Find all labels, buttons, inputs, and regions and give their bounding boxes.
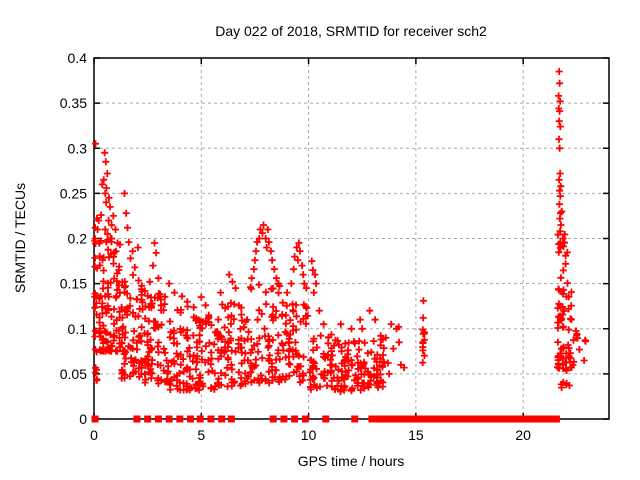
y-tick-label: 0.4 [68, 50, 88, 66]
y-tick-label: 0.2 [68, 231, 88, 247]
x-tick-label: 5 [197, 427, 205, 443]
tick-labels: 0 5 10 15 20 0 0.05 0.1 0.15 0.2 0.25 0.3 0.35 0.4 [60, 50, 531, 443]
y-tick-label: 0.3 [68, 140, 88, 156]
x-tick-label: 20 [515, 427, 531, 443]
x-tick-label: 15 [408, 427, 424, 443]
y-tick-label: 0.15 [60, 276, 87, 292]
data-points [91, 68, 590, 423]
chart-title: Day 022 of 2018, SRMTID for receiver sch… [215, 23, 487, 39]
y-tick-label: 0.1 [68, 321, 88, 337]
x-tick-label: 10 [301, 427, 317, 443]
x-tick-label: 0 [90, 427, 98, 443]
y-tick-label: 0.25 [60, 185, 87, 201]
x-axis-label: GPS time / hours [298, 453, 405, 469]
y-axis-label: SRMTID / TECUs [12, 183, 28, 293]
y-tick-label: 0.05 [60, 366, 87, 382]
y-tick-label: 0.35 [60, 95, 87, 111]
y-tick-label: 0 [79, 411, 87, 427]
zero-value-markers [91, 415, 560, 423]
